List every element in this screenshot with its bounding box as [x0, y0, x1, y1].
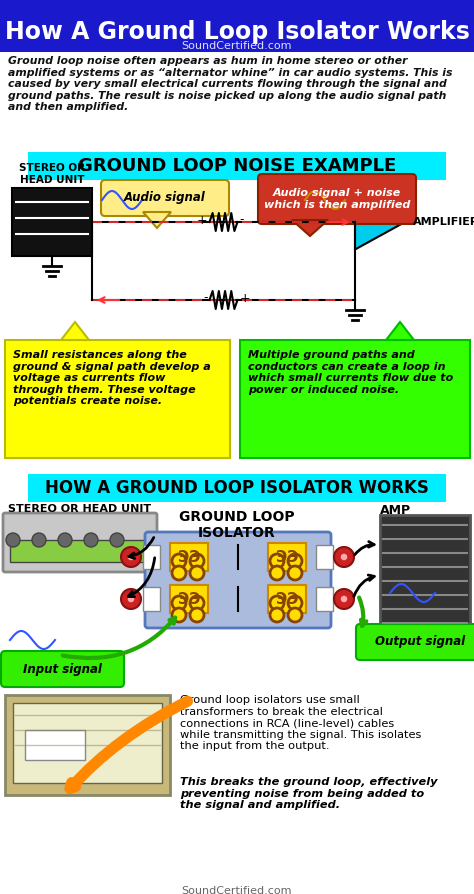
Bar — [316, 587, 333, 611]
Text: Output signal: Output signal — [375, 636, 465, 648]
Text: GROUND LOOP NOISE EXAMPLE: GROUND LOOP NOISE EXAMPLE — [78, 157, 396, 175]
Text: -: - — [203, 291, 208, 305]
Circle shape — [190, 596, 204, 610]
Circle shape — [58, 533, 72, 547]
Text: AMP: AMP — [380, 504, 411, 517]
Circle shape — [121, 589, 141, 609]
Bar — [268, 585, 306, 613]
Circle shape — [84, 533, 98, 547]
Bar — [143, 587, 160, 611]
Circle shape — [172, 566, 186, 580]
FancyBboxPatch shape — [258, 174, 416, 224]
Text: ЭЭ: ЭЭ — [178, 592, 200, 606]
Bar — [143, 545, 160, 569]
Text: STEREO OR HEAD UNIT: STEREO OR HEAD UNIT — [8, 504, 151, 514]
Text: +: + — [197, 214, 208, 226]
Circle shape — [270, 596, 284, 610]
Circle shape — [127, 595, 135, 603]
Bar — [5, 340, 230, 458]
Text: Audio signal: Audio signal — [124, 191, 206, 205]
Circle shape — [190, 554, 204, 568]
Text: ЭЭ: ЭЭ — [276, 592, 298, 606]
Circle shape — [334, 547, 354, 567]
Circle shape — [340, 553, 348, 561]
Bar — [13, 703, 162, 783]
Circle shape — [172, 608, 186, 622]
Circle shape — [121, 547, 141, 567]
Circle shape — [127, 553, 135, 561]
Bar — [240, 340, 470, 458]
Text: STEREO OR
HEAD UNIT: STEREO OR HEAD UNIT — [19, 164, 85, 185]
Bar — [25, 730, 85, 760]
Polygon shape — [292, 220, 328, 236]
Text: GROUND LOOP
ISOLATOR: GROUND LOOP ISOLATOR — [179, 510, 295, 540]
Circle shape — [340, 595, 348, 603]
Circle shape — [172, 554, 186, 568]
Circle shape — [110, 533, 124, 547]
Polygon shape — [386, 322, 414, 340]
Text: ЭЭ: ЭЭ — [178, 550, 200, 564]
Bar — [10, 540, 150, 562]
Text: How A Ground Loop Isolator Works: How A Ground Loop Isolator Works — [5, 20, 469, 44]
Text: -: - — [239, 214, 244, 226]
FancyBboxPatch shape — [145, 532, 331, 628]
Circle shape — [6, 533, 20, 547]
Circle shape — [288, 596, 302, 610]
Text: Small resistances along the
ground & signal path develop a
voltage as currents f: Small resistances along the ground & sig… — [13, 350, 211, 407]
Polygon shape — [355, 195, 405, 249]
Circle shape — [270, 608, 284, 622]
Text: This breaks the ground loop, effectively
preventing noise from being added to
th: This breaks the ground loop, effectively… — [180, 777, 438, 810]
Text: SoundCertified.com: SoundCertified.com — [182, 41, 292, 51]
Bar — [0, 0, 474, 52]
Text: Multiple ground paths and
conductors can create a loop in
which small currents f: Multiple ground paths and conductors can… — [248, 350, 453, 395]
Bar — [268, 543, 306, 571]
Polygon shape — [61, 322, 89, 340]
Bar — [28, 474, 446, 502]
Text: SoundCertified.com: SoundCertified.com — [182, 886, 292, 894]
Bar — [170, 585, 208, 613]
Circle shape — [32, 533, 46, 547]
Bar — [170, 543, 208, 571]
FancyBboxPatch shape — [5, 695, 170, 795]
Circle shape — [190, 566, 204, 580]
Circle shape — [288, 554, 302, 568]
Bar — [12, 188, 92, 256]
Text: HOW A GROUND LOOP ISOLATOR WORKS: HOW A GROUND LOOP ISOLATOR WORKS — [45, 479, 429, 497]
Circle shape — [288, 608, 302, 622]
Bar — [28, 152, 446, 180]
FancyBboxPatch shape — [101, 180, 229, 216]
Text: Audio signal + noise
which is then amplified: Audio signal + noise which is then ampli… — [264, 189, 410, 210]
Text: Ground loop noise often appears as hum in home stereo or other
amplified systems: Ground loop noise often appears as hum i… — [8, 56, 453, 113]
FancyBboxPatch shape — [356, 624, 474, 660]
Text: +: + — [239, 291, 250, 305]
FancyBboxPatch shape — [1, 651, 124, 687]
Circle shape — [334, 589, 354, 609]
Text: ЭЭ: ЭЭ — [276, 550, 298, 564]
Circle shape — [172, 596, 186, 610]
Text: AMPLIFIER: AMPLIFIER — [413, 217, 474, 227]
Circle shape — [190, 608, 204, 622]
Bar — [380, 515, 470, 635]
Polygon shape — [143, 212, 171, 228]
FancyBboxPatch shape — [3, 513, 157, 572]
Circle shape — [270, 566, 284, 580]
Text: Input signal: Input signal — [23, 662, 101, 676]
Circle shape — [270, 554, 284, 568]
Text: Ground loop isolators use small
transformers to break the electrical
connections: Ground loop isolators use small transfor… — [180, 695, 421, 751]
Bar — [316, 545, 333, 569]
Circle shape — [288, 566, 302, 580]
